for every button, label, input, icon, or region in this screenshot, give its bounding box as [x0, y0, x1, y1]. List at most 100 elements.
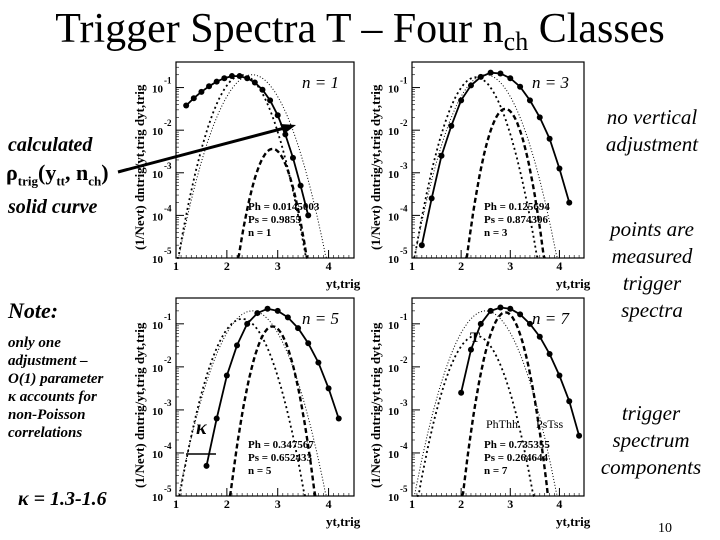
rho-symbol: ρ [6, 160, 18, 185]
pointer-arrow [117, 124, 293, 174]
x-tick-label: 3 [507, 259, 513, 273]
data-point [254, 310, 261, 317]
data-point [526, 320, 533, 327]
x-tick-label: 3 [507, 497, 513, 511]
data-point [418, 242, 425, 249]
y-tick-exponent: -1 [400, 76, 408, 86]
x-tick-label: 4 [326, 497, 332, 511]
y-tick-label: 10 [152, 320, 164, 332]
y-tick-label: 10 [152, 126, 164, 138]
data-point [213, 78, 220, 85]
hard-component-curve [236, 147, 309, 259]
y-tick-exponent: -4 [400, 441, 408, 451]
data-point [536, 114, 543, 121]
x-tick-label: 1 [409, 497, 415, 511]
stats-line: n = 7 [484, 465, 508, 477]
spectrum-panel-3: 1 2 3 410-110-210-310-410-5(1/Nevt) dntrig/… [368, 61, 591, 291]
data-point [289, 154, 296, 161]
data-point [244, 75, 251, 82]
data-point [438, 152, 445, 159]
x-tick-label: 1 [173, 497, 179, 511]
stats-line: n = 5 [248, 465, 272, 477]
soft-component-curve [413, 76, 539, 259]
y-tick-exponent: -4 [164, 203, 172, 213]
rho-mid: , n [65, 160, 89, 185]
stats-line: Ps = 0.652433 [248, 452, 313, 464]
data-point [315, 359, 322, 366]
rho-formula: ρtrig(ytt, nch) [6, 160, 109, 189]
data-point [203, 462, 210, 469]
stats-line: Ps = 0.264644 [484, 452, 549, 464]
stats-line: Ph = 0.735355 [484, 439, 550, 451]
y-tick-label: 10 [388, 169, 400, 181]
y-tick-label: 10 [152, 211, 164, 223]
note-line: measured [611, 244, 693, 268]
data-point [251, 79, 258, 86]
data-point [228, 73, 235, 80]
y-tick-label: 10 [388, 84, 400, 96]
y-tick-exponent: -5 [164, 246, 172, 256]
y-tick-label: 10 [152, 169, 164, 181]
data-point [536, 333, 543, 340]
stats-line: Ps = 0.9855 [248, 214, 302, 226]
y-tick-label: 10 [388, 492, 400, 504]
note-line: correlations [8, 425, 83, 441]
data-point [546, 350, 553, 357]
soft-annotation: PsTss [536, 417, 564, 431]
note-line: O(1) parameter [8, 371, 104, 387]
y-tick-label: 10 [152, 449, 164, 461]
y-tick-label: 10 [152, 363, 164, 375]
y-tick-label: 10 [152, 492, 164, 504]
y-tick-label: 10 [388, 406, 400, 418]
note-line: points are [610, 217, 694, 241]
y-tick-label: 10 [152, 406, 164, 418]
panel-label: n = 1 [302, 73, 339, 92]
x-tick-label: 2 [458, 259, 464, 273]
data-point [183, 102, 190, 109]
stats-line: Ph = 0.125694 [484, 201, 550, 213]
data-point [477, 73, 484, 80]
y-tick-exponent: -3 [164, 398, 172, 408]
data-point [223, 372, 230, 379]
panel-label: n = 5 [302, 309, 339, 328]
calculated-curve [420, 71, 571, 246]
note-line: κ accounts for [8, 389, 97, 405]
y-tick-label: 10 [152, 84, 164, 96]
hard-component-curve [228, 325, 317, 497]
data-point [576, 432, 583, 439]
y-axis-label: (1/Nevt) dntrig/yt,trig dyt,trig [368, 322, 383, 488]
data-point [526, 97, 533, 104]
x-axis-label: yt,trig [556, 276, 591, 291]
rho-end: ) [101, 160, 109, 185]
data-point [221, 75, 228, 82]
y-tick-exponent: -4 [400, 203, 408, 213]
data-point [213, 415, 220, 422]
y-tick-label: 10 [388, 126, 400, 138]
y-tick-label: 10 [388, 449, 400, 461]
data-point [517, 83, 524, 90]
y-tick-label: 10 [388, 363, 400, 375]
y-tick-exponent: -3 [400, 161, 408, 171]
note-body: only one adjustment – O(1) parameter κ a… [8, 334, 103, 442]
page-number: 10 [658, 521, 672, 536]
data-point [305, 340, 312, 347]
data-point [198, 88, 205, 95]
calculated-curve [205, 307, 340, 467]
kappa-range: κ = 1.3-1.6 [18, 488, 107, 510]
data-point [458, 389, 465, 396]
data-point [497, 70, 504, 77]
y-tick-exponent: -1 [164, 76, 172, 86]
panel-label: n = 3 [532, 73, 569, 92]
note-line: non-Poisson [8, 407, 86, 423]
data-point [284, 314, 291, 321]
title-subscript: ch [503, 27, 529, 56]
y-axis-label: (1/Nevt) dntrig/yt,trig dyt,trig [132, 322, 147, 488]
data-point [458, 97, 465, 104]
note-line: spectrum [612, 428, 690, 452]
data-point [487, 307, 494, 314]
stats-line: n = 3 [484, 227, 508, 239]
hard-component-curve [465, 107, 546, 259]
solid-curve-label: solid curve [8, 196, 98, 218]
